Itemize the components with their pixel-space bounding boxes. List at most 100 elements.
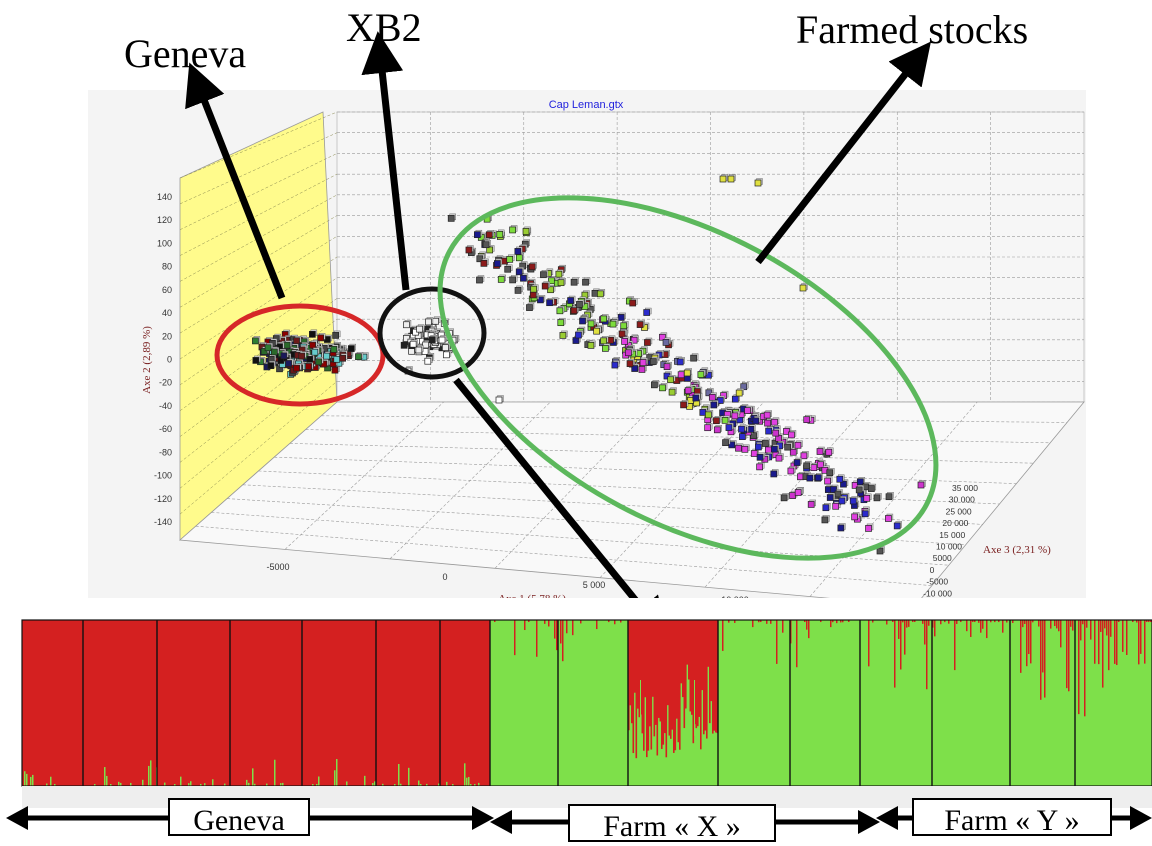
structure-sample-bar bbox=[248, 782, 250, 786]
structure-sample-bar bbox=[974, 620, 976, 623]
pca-point bbox=[639, 357, 648, 366]
pca-point bbox=[541, 281, 550, 290]
structure-sample-bar bbox=[190, 781, 192, 786]
structure-sample-bar bbox=[904, 620, 906, 655]
pca-gridline bbox=[179, 318, 338, 437]
pca-point bbox=[442, 342, 451, 352]
structure-sample-bar bbox=[1082, 620, 1084, 625]
structure-sample-bar bbox=[715, 620, 717, 733]
structure-sample-bar bbox=[1114, 620, 1116, 664]
pca-point bbox=[834, 489, 843, 498]
pca-point bbox=[754, 178, 763, 187]
structure-sample-bar bbox=[894, 620, 896, 688]
pca-point bbox=[559, 330, 568, 339]
structure-sample-bar bbox=[670, 620, 672, 739]
pca-point bbox=[409, 339, 418, 348]
pca-gridline bbox=[258, 470, 1000, 505]
structure-sample-bar bbox=[978, 620, 980, 623]
pca-point bbox=[744, 405, 753, 414]
pca-point bbox=[697, 369, 706, 378]
structure-sample-bar bbox=[924, 620, 926, 645]
structure-sample-bar bbox=[1136, 620, 1138, 623]
pca-point bbox=[625, 348, 634, 357]
structure-sample-bar bbox=[252, 768, 254, 786]
structure-sample-bar bbox=[1068, 620, 1070, 692]
pca-point bbox=[267, 360, 276, 370]
structure-sample-bar bbox=[420, 783, 422, 786]
pca-point bbox=[424, 356, 433, 365]
pca-point bbox=[836, 474, 845, 483]
structure-sample-bar bbox=[1078, 620, 1080, 715]
structure-sample-bar bbox=[707, 620, 710, 667]
structure-sample-bar bbox=[776, 620, 778, 664]
pca-point bbox=[793, 457, 802, 466]
structure-sample-bar bbox=[638, 620, 641, 718]
structure-sample-bar bbox=[408, 767, 410, 786]
structure-sample-bar bbox=[695, 620, 698, 729]
pca-gridline bbox=[227, 498, 966, 546]
structure-sample-bar bbox=[922, 620, 924, 624]
structure-sample-bar bbox=[796, 620, 798, 668]
axis3-tick-label: 30 000 bbox=[949, 495, 975, 505]
structure-sample-bar bbox=[620, 620, 622, 623]
structure-sample-bar bbox=[1024, 620, 1026, 624]
structure-sample-bar bbox=[282, 782, 284, 786]
structure-sample-bar bbox=[50, 776, 52, 786]
structure-sample-bar bbox=[722, 620, 724, 651]
structure-sample-bar bbox=[665, 620, 668, 758]
pca-point bbox=[690, 353, 699, 362]
structure-sample-bar bbox=[682, 620, 684, 698]
pca-point bbox=[509, 275, 518, 284]
structure-sample-bar bbox=[900, 620, 902, 670]
pca-point bbox=[663, 361, 672, 371]
structure-sample-bar bbox=[688, 620, 690, 680]
pca-point bbox=[770, 469, 779, 478]
pca-point bbox=[867, 483, 877, 492]
pca-point bbox=[540, 270, 549, 279]
structure-sample-bar bbox=[1032, 620, 1034, 623]
structure-sample-bar bbox=[1140, 620, 1142, 654]
structure-sample-bar bbox=[150, 760, 152, 786]
structure-sample-bar bbox=[204, 783, 206, 786]
structure-sample-bar bbox=[1110, 620, 1112, 637]
pca-gridline bbox=[274, 456, 1017, 484]
structure-sample-bar bbox=[468, 776, 470, 786]
structure-sample-bar bbox=[544, 620, 546, 624]
axis2-tick-label: 80 bbox=[162, 262, 172, 272]
pca-point bbox=[305, 361, 314, 370]
pca-point bbox=[317, 333, 326, 342]
structure-sample-bar bbox=[703, 620, 705, 735]
structure-sample-bar bbox=[446, 781, 448, 786]
pca-point bbox=[885, 513, 894, 522]
structure-sample-bar bbox=[631, 620, 633, 724]
pca-gridline bbox=[179, 111, 338, 179]
pca-gridline bbox=[704, 401, 871, 588]
pca-point bbox=[885, 492, 894, 501]
axis1-tick-label: 5 000 bbox=[583, 580, 606, 590]
pca-gridline bbox=[179, 153, 338, 230]
pca-point bbox=[597, 289, 606, 298]
structure-sample-bar bbox=[906, 620, 908, 628]
structure-sample-bar bbox=[842, 620, 844, 623]
structure-sample-bar bbox=[637, 620, 639, 709]
structure-sample-bar bbox=[212, 779, 214, 786]
pca-point bbox=[504, 264, 513, 273]
pca-point bbox=[582, 277, 591, 286]
structure-sample-bar bbox=[400, 783, 402, 786]
pca-point bbox=[840, 479, 849, 488]
pca-point bbox=[347, 343, 357, 352]
pca-point bbox=[825, 447, 834, 456]
pca-point bbox=[838, 496, 847, 505]
structure-sample-bar bbox=[908, 620, 910, 627]
structure-sample-bar bbox=[912, 620, 914, 623]
structure-sample-bar bbox=[560, 620, 562, 644]
axis3-tick-label: 5000 bbox=[933, 553, 952, 563]
pca-point bbox=[752, 416, 761, 425]
pca-point bbox=[556, 306, 565, 315]
farm-x-group-label: Farm « X » bbox=[568, 804, 776, 842]
pca-point bbox=[311, 347, 320, 356]
structure-sample-bar bbox=[608, 620, 610, 623]
axis2-tick-label: -80 bbox=[159, 447, 172, 457]
pca-point bbox=[482, 240, 491, 249]
pca-gridline bbox=[321, 415, 1068, 423]
